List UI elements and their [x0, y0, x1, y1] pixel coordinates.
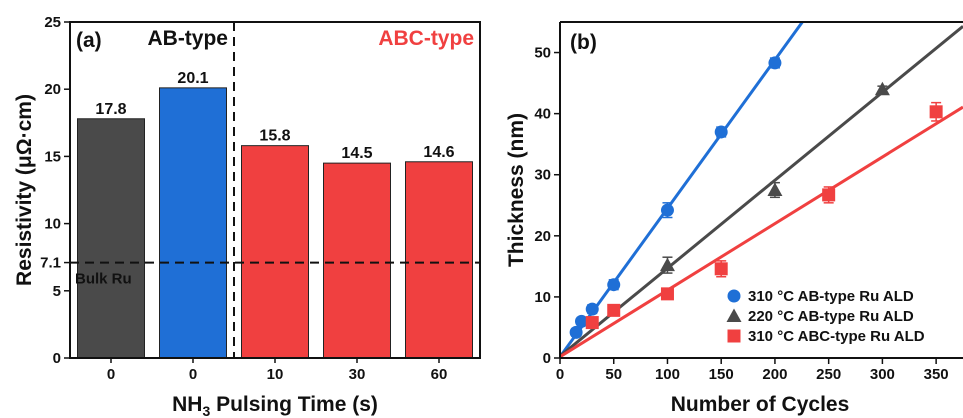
- b-y-tick-label-4: 40: [534, 106, 551, 123]
- x-axis-title-rest: Pulsing Time (s): [210, 393, 378, 416]
- b-x-tick-label-0: 0: [556, 366, 564, 383]
- panel-a-frame: [69, 21, 481, 359]
- y-tick-label-2: 10: [44, 216, 61, 233]
- bar-1: [159, 87, 227, 359]
- panel-a-label: (a): [76, 29, 102, 52]
- data-point-series-2-1: [607, 303, 621, 317]
- legend-label-0: 310 °C AB-type Ru ALD: [748, 288, 914, 305]
- data-point-series-1-0: [659, 257, 675, 272]
- x-axis-title-subscript: 3: [202, 403, 210, 418]
- data-point-series-0-6: [768, 56, 782, 70]
- bar-4: [405, 161, 473, 359]
- legend: 310 °C AB-type Ru ALD 220 °C AB-type Ru A…: [726, 288, 925, 345]
- legend-marker-1: [726, 308, 742, 322]
- bar-0: [77, 118, 145, 359]
- bar-value-label-1: 20.1: [177, 70, 208, 87]
- data-point-series-2-4: [822, 188, 836, 202]
- b-y-tick-label-2: 20: [534, 228, 551, 245]
- legend-marker-2: [727, 329, 741, 343]
- fit-line-series-0: [560, 22, 805, 358]
- data-point-series-2-5: [929, 105, 943, 119]
- b-y-tick-label-3: 30: [534, 167, 551, 184]
- y-tick-label-4: 20: [44, 81, 61, 98]
- b-x-tick-label-1: 50: [605, 366, 622, 383]
- data-point-series-2-0: [585, 316, 599, 330]
- data-point-series-2-3: [714, 262, 728, 276]
- b-x-tick-label-4: 200: [762, 366, 787, 383]
- data-point-series-0-2: [585, 302, 599, 316]
- x-axis-title-main: NH: [172, 393, 202, 416]
- y-tick-label-0: 0: [53, 350, 61, 367]
- x-tick-label-3: 30: [349, 366, 366, 383]
- data-point-series-0-3: [607, 278, 621, 292]
- x-tick-label-4: 60: [431, 366, 448, 383]
- bar-value-label-2: 15.8: [259, 128, 290, 145]
- x-tick-label-2: 10: [267, 366, 284, 383]
- legend-label-2: 310 °C ABC-type Ru ALD: [748, 328, 925, 345]
- y-tick-label-extra: 7.1: [40, 255, 61, 272]
- group-label-ab: AB-type: [147, 27, 228, 50]
- data-point-series-2-2: [660, 287, 674, 301]
- legend-label-1: 220 °C AB-type Ru ALD: [748, 308, 914, 325]
- bar-value-label-3: 14.5: [341, 145, 372, 162]
- b-y-axis-title: Thickness (nm): [505, 113, 528, 267]
- data-point-series-1-2: [874, 81, 890, 96]
- b-y-tick-label-5: 50: [534, 45, 551, 62]
- data-point-series-0-0: [569, 325, 583, 339]
- y-tick-label-1: 5: [53, 283, 61, 300]
- data-point-series-0-1: [574, 314, 588, 328]
- data-point-series-0-5: [714, 125, 728, 139]
- y-tick-label-5: 25: [44, 14, 61, 31]
- b-x-axis-title: Number of Cycles: [671, 393, 850, 416]
- b-x-tick-label-3: 150: [709, 366, 734, 383]
- bar-2: [241, 145, 309, 359]
- legend-marker-0: [727, 289, 741, 303]
- panel-b-plot-area: [560, 22, 963, 358]
- panel-b-thickness-scatter-chart: 0 10 20 30 40 50 0 50 100 150 200 250 300 350 (b) Thick…: [505, 21, 963, 416]
- panel-b-label: (b): [570, 31, 597, 54]
- b-x-tick-label-2: 100: [655, 366, 680, 383]
- bulk-ru-label: Bulk Ru: [75, 271, 132, 288]
- bar-3: [323, 162, 391, 359]
- y-axis-title: Resistivity (μΩ·cm): [13, 94, 36, 286]
- b-x-tick-label-6: 300: [870, 366, 895, 383]
- y-tick-label-3: 15: [44, 148, 61, 165]
- b-y-tick-label-0: 0: [543, 350, 551, 367]
- x-axis-title: NH3 Pulsing Time (s): [172, 393, 378, 418]
- data-point-series-0-4: [660, 203, 674, 217]
- fit-line-series-2: [560, 105, 963, 358]
- b-x-tick-label-5: 250: [816, 366, 841, 383]
- bar-value-label-0: 17.8: [95, 101, 126, 118]
- group-label-abc: ABC-type: [378, 27, 474, 50]
- fit-line-series-1: [560, 25, 963, 358]
- bar-value-label-4: 14.6: [423, 144, 454, 161]
- b-y-tick-label-1: 10: [534, 289, 551, 306]
- x-tick-label-1: 0: [189, 366, 197, 383]
- data-point-series-1-1: [767, 182, 783, 196]
- x-tick-label-0: 0: [107, 366, 115, 383]
- b-x-tick-label-7: 350: [924, 366, 949, 383]
